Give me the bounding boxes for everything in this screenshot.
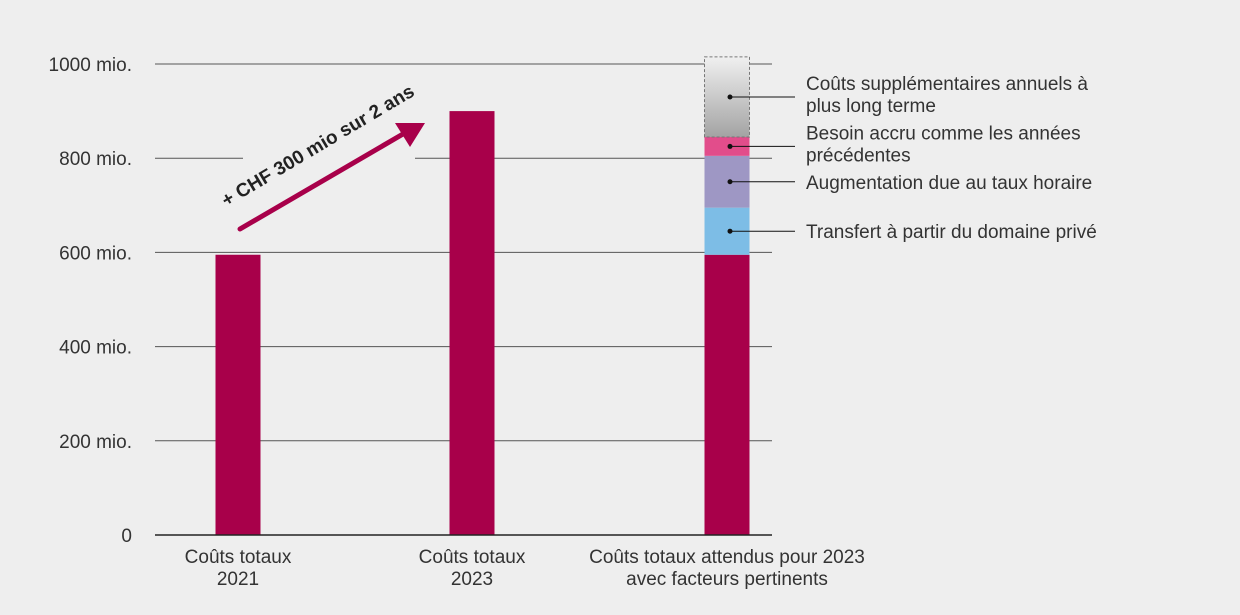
bar	[449, 111, 495, 535]
x-category-label: Coûts totaux 2021	[185, 547, 292, 590]
y-tick-label: 0	[121, 526, 132, 547]
bar	[704, 254, 750, 535]
y-tick-label: 800 mio.	[59, 149, 132, 170]
growth-annotation: + CHF 300 mio sur 2 ans	[218, 81, 425, 232]
legend-label: Transfert à partir du domaine privé	[806, 222, 1097, 243]
bar-segment	[704, 137, 750, 156]
y-tick-label: 600 mio.	[59, 243, 132, 264]
growth-arrow-head	[395, 123, 425, 147]
y-tick-label: 400 mio.	[59, 338, 132, 359]
x-category-label: Coûts totaux attendus pour 2023 avec fact…	[589, 547, 865, 590]
x-category-label: Coûts totaux 2023	[419, 547, 526, 590]
legend-label: Besoin accru comme les années précédentes	[806, 123, 1081, 166]
axes: 0 200 mio. 400 mio. 600 mio. 800 mio. 1000 mi…	[49, 55, 865, 590]
bar	[215, 254, 261, 535]
bars	[215, 56, 750, 535]
growth-annotation-label: + CHF 300 mio sur 2 ans	[218, 81, 418, 211]
legend-label: Augmentation due au taux horaire	[806, 173, 1092, 194]
legend: Transfert à partir du domaine privé Augme…	[727, 74, 1097, 243]
y-tick-label: 1000 mio.	[49, 55, 132, 76]
y-tick-label: 200 mio.	[59, 432, 132, 453]
legend-label: Coûts supplémentaires annuels à plus long…	[806, 74, 1088, 117]
growth-arrow-shaft	[237, 131, 406, 232]
